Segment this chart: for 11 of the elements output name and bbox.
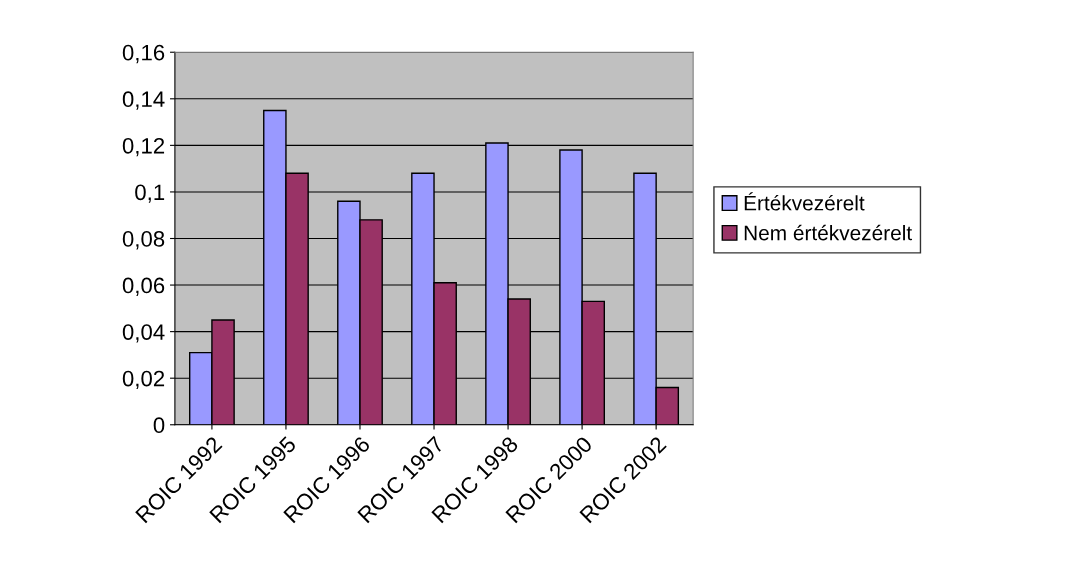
- y-tick-label: 0,1: [135, 184, 165, 203]
- y-tick-label: 0,06: [122, 277, 165, 296]
- y-tick-label: 0,16: [122, 44, 165, 64]
- y-tick-label: 0,08: [122, 231, 165, 250]
- legend-label: Értékvezérelt: [744, 192, 865, 211]
- y-tick-label: 0,04: [122, 324, 165, 343]
- y-tick-label: 0,14: [122, 91, 165, 110]
- legend-label: Nem értékvezérelt: [744, 224, 912, 241]
- y-tick-label: 0: [153, 417, 165, 434]
- y-tick-label: 0,12: [122, 137, 165, 157]
- y-tick-label: 0,02: [122, 370, 165, 390]
